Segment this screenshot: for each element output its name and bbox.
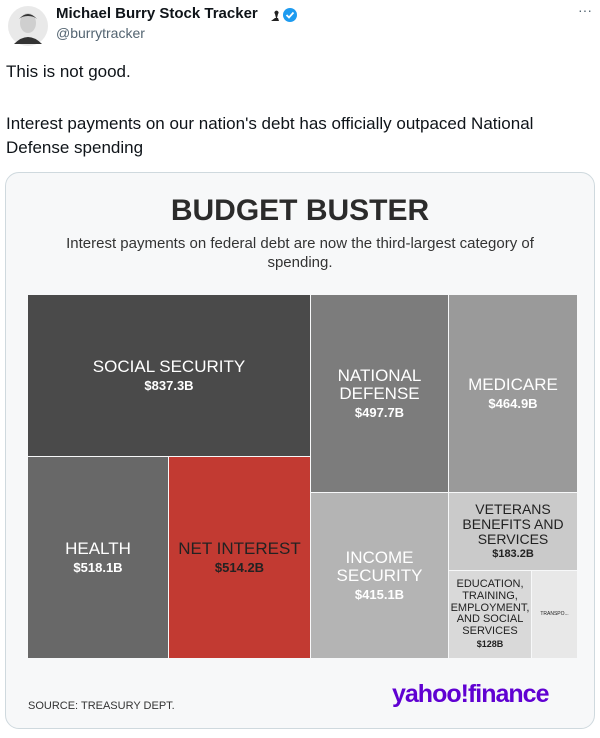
tile-value: $837.3B bbox=[144, 378, 194, 394]
treemap-tile: TRANSPO... bbox=[532, 571, 577, 658]
tile-label: TRANSPO... bbox=[540, 610, 569, 617]
treemap-tile: INCOME SECURITY $415.1B bbox=[311, 493, 448, 658]
chart-subtitle: Interest payments on federal debt are no… bbox=[66, 235, 534, 271]
tweet-text: Interest payments on our nation's debt h… bbox=[6, 114, 534, 157]
tile-value: $518.1B bbox=[73, 560, 123, 576]
treemap-tile: VETERANS BENEFITS AND SERVICES $183.2B bbox=[449, 493, 577, 570]
user-name[interactable]: Michael Burry Stock Tracker bbox=[56, 5, 258, 22]
tile-value: $514.2B bbox=[214, 560, 265, 576]
tile-value: $464.9B bbox=[488, 396, 538, 412]
tile-value: $415.1B bbox=[354, 587, 405, 603]
source: SOURCE: TREASURY DEPT. bbox=[28, 700, 175, 712]
tile-label: SOCIAL SECURITY bbox=[92, 357, 246, 377]
treemap-tile: NATIONAL DEFENSE $497.7B bbox=[311, 295, 448, 492]
avatar[interactable] bbox=[8, 6, 48, 46]
tile-label: HEALTH bbox=[65, 539, 131, 559]
tile-label: MEDICARE bbox=[468, 375, 558, 395]
treemap-tile: HEALTH $518.1B bbox=[28, 457, 168, 658]
tweet-text: This is not good. bbox=[6, 62, 131, 81]
tile-label: VETERANS BENEFITS AND SERVICES bbox=[462, 501, 564, 547]
treemap-tile: SOCIAL SECURITY $837.3B bbox=[28, 295, 310, 456]
tile-value: $497.7B bbox=[354, 405, 405, 421]
tile-value: $183.2B bbox=[492, 548, 534, 561]
tile-label: NET INTEREST bbox=[178, 539, 301, 559]
treemap-tile: EDUCATION, TRAINING, EMPLOYMENT, AND SOC… bbox=[449, 571, 531, 658]
more-menu[interactable]: ··· bbox=[578, 2, 592, 18]
tile-label: EDUCATION, TRAINING, EMPLOYMENT, AND SOC… bbox=[450, 578, 530, 637]
chart-title: BUDGET BUSTER bbox=[170, 194, 430, 227]
logo: yahoo!finance bbox=[392, 680, 549, 708]
user-handle[interactable]: @burrytracker bbox=[56, 25, 145, 41]
treemap-tile: MEDICARE $464.9B bbox=[449, 295, 577, 492]
treemap-tile: NET INTEREST $514.2B bbox=[169, 457, 310, 658]
badges bbox=[271, 8, 297, 22]
tile-label: INCOME SECURITY bbox=[336, 548, 423, 586]
tile-label: NATIONAL DEFENSE bbox=[337, 366, 422, 404]
tile-value: $128B bbox=[476, 639, 504, 650]
